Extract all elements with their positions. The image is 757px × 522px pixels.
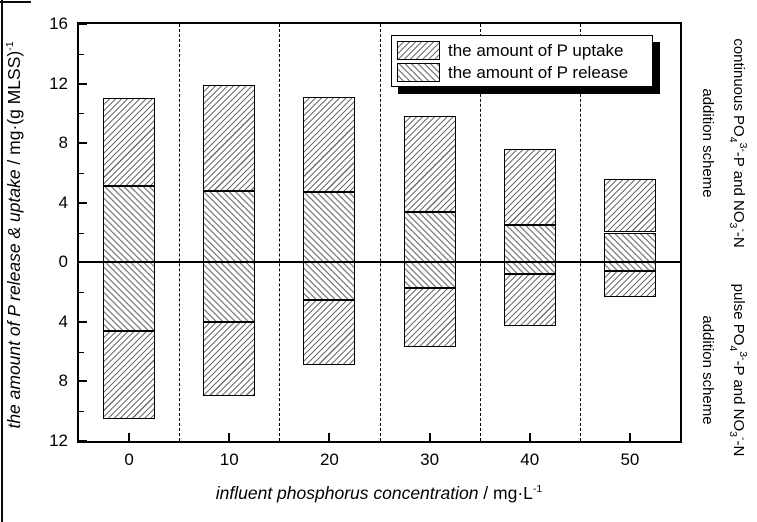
y-axis-tick-major (79, 320, 87, 323)
annotation-pulse-line1: pulse PO43--P and NO3--N (727, 283, 749, 457)
bar-segment-pulse-uptake (103, 330, 156, 419)
bar-segment-continuous-release (503, 225, 556, 263)
bar-segment-pulse-release (503, 262, 556, 275)
bar-segment-continuous-uptake (303, 96, 356, 193)
x-axis-title-exponent: -1 (532, 483, 543, 496)
plot-area: the amount of P uptake the amount of P r… (77, 22, 682, 443)
x-axis-tick-major (128, 433, 131, 441)
y-tick-label: 16 (49, 14, 68, 33)
x-axis-title-name: influent phosphorus concentration (215, 483, 479, 503)
x-axis-tick-major (628, 433, 631, 441)
bar-segment-pulse-uptake (203, 321, 256, 397)
bar-segment-pulse-uptake (503, 274, 556, 327)
plot-separator-line (579, 24, 581, 441)
x-axis-title: influent phosphorus concentration / mg·L… (129, 483, 629, 504)
zero-axis-line (79, 261, 680, 264)
y-tick-label: 4 (58, 311, 68, 331)
annotation-pulse-scheme: pulse PO43--P and NO3--N addition scheme (697, 262, 755, 478)
bar-segment-continuous-release (203, 190, 256, 263)
y-axis-tick-major (79, 380, 87, 383)
bar-segment-continuous-uptake (103, 98, 156, 187)
plot-separator-line (279, 24, 281, 441)
y-axis-title-name: the amount of P release & uptake (4, 169, 24, 429)
y-axis-tick-major (79, 201, 87, 204)
annotation-continuous-line2: addition scheme (699, 88, 716, 198)
y-axis-title-unit: / mg·(g MLSS) (4, 50, 24, 170)
y-axis-tick-minor (79, 351, 84, 353)
x-tick-label: 20 (319, 450, 339, 469)
bar-segment-pulse-release (603, 262, 656, 272)
bar-segment-continuous-uptake (403, 116, 456, 212)
release-hatch-swatch-icon (397, 62, 440, 82)
annotation-pulse-line2: addition scheme (699, 315, 716, 425)
y-tick-label: 0 (58, 252, 68, 272)
y-tick-label: 8 (58, 133, 68, 153)
legend-item-release: the amount of P release (397, 62, 647, 83)
x-tick-label: 50 (620, 450, 640, 469)
y-axis-tick-minor (79, 53, 84, 55)
bar-segment-pulse-uptake (603, 271, 656, 297)
bar-segment-pulse-uptake (403, 287, 456, 348)
bar-segment-continuous-release (303, 192, 356, 263)
y-tick-label: 12 (49, 73, 68, 93)
y-axis-title-exponent: -1 (4, 41, 17, 51)
legend-item-uptake: the amount of P uptake (397, 40, 647, 61)
y-tick-label: 8 (58, 371, 68, 391)
x-axis-title-unit: / mg·L (478, 483, 533, 503)
y-tick-label: 12 (49, 431, 68, 450)
bar-segment-continuous-uptake (203, 85, 256, 191)
annotation-continuous-line1: continuous PO43--P and NO3--N (727, 38, 749, 248)
bar-segment-continuous-uptake (503, 149, 556, 226)
plot-separator-line (479, 24, 481, 441)
bar-segment-continuous-uptake (603, 178, 656, 233)
page-frame-left-edge (1, 0, 3, 522)
x-axis-tick-major (528, 433, 531, 441)
y-axis-tick-major (79, 440, 87, 442)
x-tick-label: 10 (219, 450, 239, 469)
annotation-continuous-scheme: continuous PO43--P and NO3--N addition s… (697, 25, 755, 261)
bar-segment-pulse-uptake (303, 299, 356, 366)
plot-separator-line (379, 24, 381, 441)
y-axis-tick-major (79, 142, 87, 145)
bar-segment-pulse-release (403, 262, 456, 288)
y-axis-tick-minor (79, 292, 84, 294)
y-axis-tick-major (79, 82, 87, 85)
uptake-hatch-swatch-icon (397, 40, 440, 60)
x-axis-tick-major (428, 433, 431, 441)
x-tick-label: 40 (520, 450, 540, 469)
bar-segment-continuous-release (603, 232, 656, 263)
y-axis-tick-major (79, 23, 87, 25)
x-axis-tick-major (328, 433, 331, 441)
y-axis-tick-minor (79, 172, 84, 174)
y-axis-tick-minor (79, 232, 84, 234)
legend-label-uptake: the amount of P uptake (448, 40, 624, 60)
x-axis-tick-major (228, 433, 231, 441)
bar-segment-continuous-release (403, 211, 456, 263)
bar-segment-pulse-release (103, 262, 156, 331)
x-tick-label: 0 (124, 450, 134, 469)
y-axis-tick-major (79, 261, 87, 264)
y-axis-tick-minor (79, 113, 84, 115)
legend-label-release: the amount of P release (448, 62, 629, 82)
y-tick-label: 4 (58, 192, 68, 212)
x-tick-label: 30 (420, 450, 440, 469)
bar-segment-pulse-release (203, 262, 256, 322)
legend-box: the amount of P uptake the amount of P r… (391, 35, 653, 87)
page-frame-top-edge (0, 1, 31, 3)
bar-segment-continuous-release (103, 186, 156, 263)
y-axis-tick-minor (79, 411, 84, 413)
plot-separator-line (179, 24, 181, 441)
bar-segment-pulse-release (303, 262, 356, 300)
